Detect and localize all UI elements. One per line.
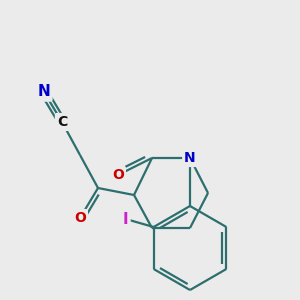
Text: N: N	[38, 85, 50, 100]
Text: O: O	[74, 211, 86, 225]
Text: O: O	[112, 168, 124, 182]
Text: N: N	[184, 151, 196, 165]
Text: C: C	[57, 115, 67, 129]
Text: I: I	[123, 212, 128, 226]
